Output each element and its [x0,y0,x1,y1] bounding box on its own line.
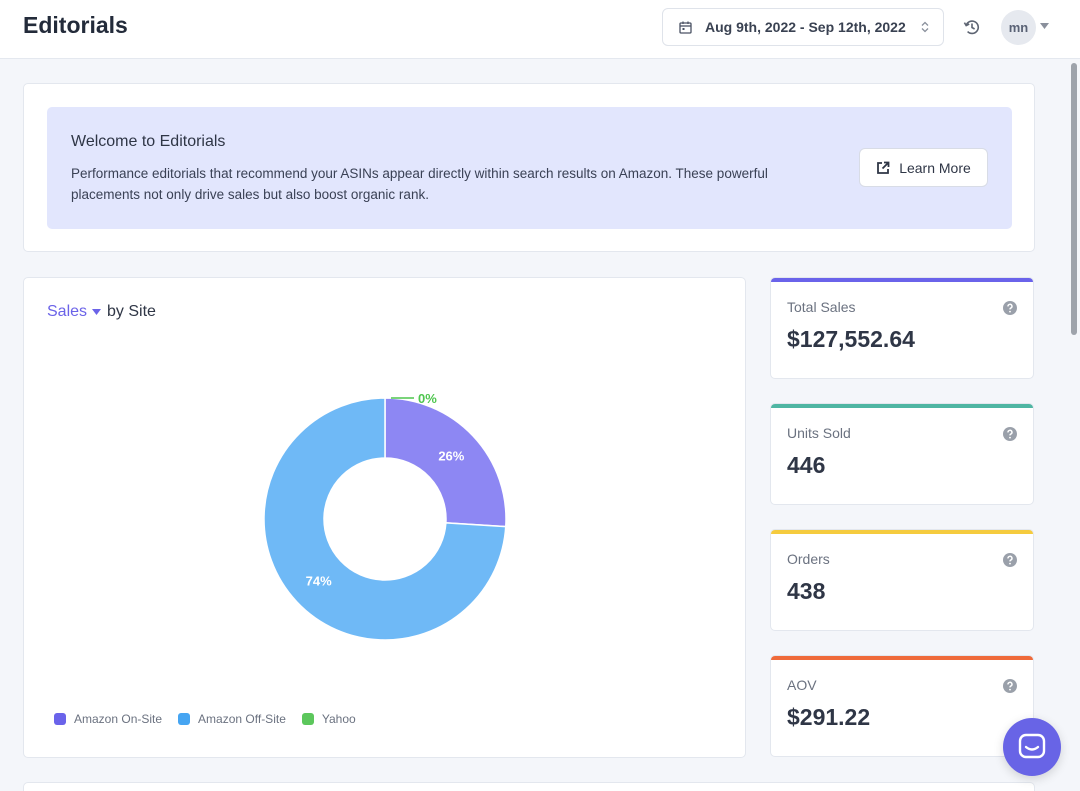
stat-card-units-sold: Units Sold 446 [770,403,1034,505]
donut-label: 0% [418,391,437,406]
chart-heading: Sales by Site [47,303,156,321]
legend-label: Amazon On-Site [74,712,163,726]
help-icon[interactable] [1003,301,1017,315]
stat-label: Units Sold [787,425,851,441]
chat-icon [1018,733,1046,759]
chart-heading-suffix: by Site [107,303,156,320]
stat-card-total-sales: Total Sales $127,552.64 [770,277,1034,379]
donut-slice-amazon-on-site[interactable] [384,397,507,528]
welcome-card: Welcome to Editorials Performance editor… [23,83,1035,252]
scrollbar-thumb[interactable] [1071,63,1077,335]
external-link-icon [877,161,890,174]
top-bar: Editorials Aug 9th, 2022 - Sep 12th, 202… [0,0,1080,59]
stat-card-orders: Orders 438 [770,529,1034,631]
avatar[interactable]: mn [1001,10,1036,45]
stat-label: Total Sales [787,299,856,315]
stat-label: AOV [787,677,817,693]
stat-label: Orders [787,551,830,567]
learn-more-label: Learn More [899,159,971,176]
donut-chart: 26% 74% 0% [263,391,507,641]
stat-value: $127,552.64 [787,326,915,352]
stat-accent-bar [771,656,1033,660]
sales-by-site-card: Sales by Site 26% 74% 0% Amazon On-Site Ama… [23,277,746,758]
caret-down-icon [92,309,102,315]
next-section-card [23,782,1035,791]
legend-swatch [178,713,191,725]
chevron-down-icon[interactable] [1040,23,1049,29]
legend-item[interactable]: Yahoo [301,712,356,726]
help-icon[interactable] [1003,679,1017,693]
legend-swatch [301,713,314,725]
legend-label: Amazon Off-Site [198,712,286,726]
stat-value: 446 [787,452,826,478]
help-icon[interactable] [1003,553,1017,567]
date-range-text: Aug 9th, 2022 - Sep 12th, 2022 [705,19,906,35]
legend-item[interactable]: Amazon Off-Site [178,712,286,726]
legend-label: Yahoo [321,712,356,726]
help-icon[interactable] [1003,427,1017,441]
legend-item[interactable]: Amazon On-Site [54,712,162,726]
stat-value: 438 [787,578,826,604]
metric-dropdown[interactable]: Sales [47,303,107,321]
welcome-banner: Welcome to Editorials Performance editor… [47,107,1012,229]
date-range-picker[interactable]: Aug 9th, 2022 - Sep 12th, 2022 [662,8,944,46]
history-icon[interactable] [962,17,982,37]
chart-legend: Amazon On-Site Amazon Off-Site Yahoo [54,712,372,726]
stat-accent-bar [771,404,1033,408]
donut-label: 74% [306,573,332,588]
stat-card-aov: AOV $291.22 [770,655,1034,757]
learn-more-button[interactable]: Learn More [859,148,988,187]
welcome-description: Performance editorials that recommend yo… [71,166,768,202]
donut-label: 26% [438,449,464,464]
chat-launcher-button[interactable] [1003,718,1061,776]
stat-accent-bar [771,278,1033,282]
page-title: Editorials [23,12,128,38]
sort-updown-icon [921,21,929,33]
stat-accent-bar [771,530,1033,534]
legend-swatch [54,713,66,725]
donut-slice-amazon-off-site[interactable] [263,397,507,641]
stat-value: $291.22 [787,704,871,730]
calendar-icon [679,21,692,34]
welcome-title: Welcome to Editorials [71,133,226,150]
metric-dropdown-label: Sales [47,303,88,320]
